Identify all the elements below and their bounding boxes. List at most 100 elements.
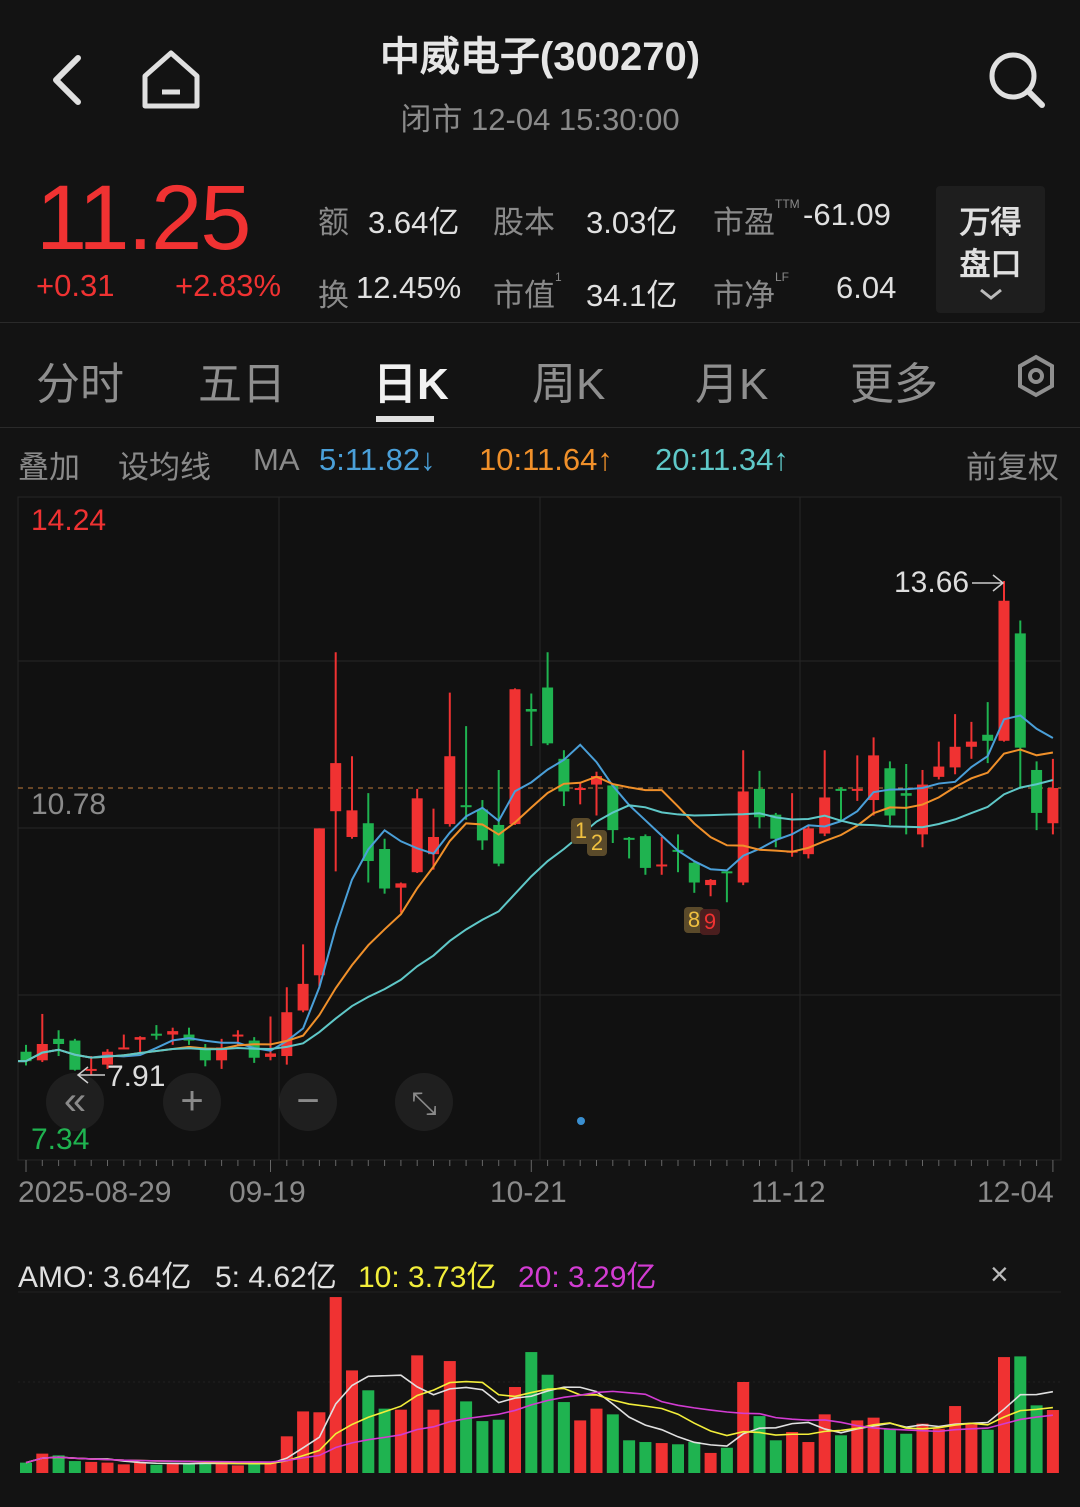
signal-badge: 9: [700, 909, 720, 935]
tab-monthly-k[interactable]: 月K: [695, 360, 769, 409]
volume-bar: [509, 1387, 521, 1473]
scroll-to-start-button[interactable]: «: [46, 1073, 104, 1131]
chevron-left-icon: [53, 55, 81, 105]
candle-body: [835, 788, 847, 791]
stat-label-pb: 市净LF: [713, 270, 789, 315]
amo-ma20: 20: 3.29亿: [518, 1261, 657, 1294]
volume-bar: [557, 1402, 570, 1473]
volume-bar: [52, 1455, 65, 1473]
price-change-pct: +2.83%: [175, 268, 282, 303]
candle-body: [705, 879, 717, 886]
volume-bar: [85, 1461, 98, 1473]
amo-value: AMO: 3.64亿: [18, 1261, 192, 1294]
search-button[interactable]: [985, 48, 1047, 110]
candle-body: [802, 828, 814, 855]
volume-bar: [117, 1464, 130, 1473]
wind-orderbook-button[interactable]: 万得 盘口: [936, 186, 1045, 313]
amo-ma10: 10: 3.73亿: [358, 1261, 497, 1294]
candle-body: [639, 836, 651, 868]
volume-bar: [297, 1411, 310, 1473]
volume-bar: [655, 1443, 668, 1473]
market-status: 闭市 12-04 15:30:00: [400, 102, 680, 137]
zoom-out-button[interactable]: −: [279, 1073, 337, 1131]
settings-hexagon-icon: [1018, 354, 1054, 398]
volume-bar: [867, 1417, 880, 1473]
close-amo-button[interactable]: ×: [990, 1256, 1009, 1293]
date-label: 09-19: [229, 1176, 306, 1209]
candle-body: [688, 862, 700, 883]
volume-bar: [427, 1409, 440, 1473]
volume-bar: [949, 1406, 962, 1473]
zoom-in-button[interactable]: +: [163, 1073, 221, 1131]
price-change: +0.31: [36, 268, 115, 303]
price-min-label: 7.34: [31, 1123, 90, 1156]
volume-bar: [769, 1440, 782, 1473]
tab-weekly-k[interactable]: 周K: [532, 360, 606, 409]
amo-ma5-line: [25, 1374, 1054, 1465]
volume-bar: [786, 1431, 799, 1473]
candle-body: [102, 1051, 113, 1065]
candle-body: [330, 763, 342, 812]
amo-ma20-line: [25, 1390, 1053, 1464]
candle-body: [868, 755, 880, 801]
tab-five-day[interactable]: 五日: [198, 360, 286, 409]
candle-body: [949, 746, 961, 768]
search-icon: [989, 52, 1045, 108]
tab-daily-k[interactable]: 日K: [373, 360, 449, 409]
stat-label-turnover: 换: [318, 278, 349, 313]
volume-bar: [802, 1442, 815, 1473]
overlay-button[interactable]: 叠加: [18, 450, 80, 485]
volume-bar: [981, 1429, 994, 1473]
chart-settings-button[interactable]: [1016, 354, 1056, 403]
ma-label: MA: [253, 442, 300, 477]
adjust-mode-button[interactable]: 前复权: [966, 450, 1059, 485]
amo-ma5: 5: 4.62亿: [215, 1261, 337, 1294]
candle-body: [965, 741, 977, 747]
volume-bar: [248, 1462, 261, 1473]
volume-bar: [231, 1465, 244, 1473]
candle-body: [574, 788, 586, 791]
candle-body: [444, 756, 456, 825]
date-label: 12-04: [977, 1176, 1054, 1209]
volume-bar: [68, 1461, 81, 1473]
stat-value-amount: 3.64亿: [368, 205, 460, 240]
volume-bar: [688, 1442, 701, 1473]
home-button[interactable]: [140, 48, 202, 110]
candle-body: [607, 785, 619, 831]
volume-bar: [704, 1452, 717, 1473]
volume-bar: [346, 1370, 358, 1473]
candle-body: [917, 784, 928, 835]
back-button[interactable]: [44, 50, 94, 110]
volume-bar: [525, 1352, 538, 1473]
stat-value-pb: 6.04: [836, 270, 897, 305]
chevron-down-icon: [979, 288, 1002, 300]
tab-more[interactable]: 更多: [850, 360, 938, 409]
candle-body: [281, 1012, 293, 1057]
candle-body: [265, 1053, 276, 1057]
volume-bar: [639, 1442, 652, 1473]
candle-body: [232, 1034, 244, 1037]
tab-intraday[interactable]: 分时: [36, 360, 124, 409]
crosshair-dot: [577, 1117, 585, 1125]
candle-body: [1031, 769, 1043, 813]
candle-body: [721, 871, 733, 874]
candle-body: [493, 824, 505, 864]
price-mid-label: 10.78: [31, 788, 107, 821]
set-ma-button[interactable]: 设均线: [118, 450, 211, 485]
volume-bar: [166, 1462, 179, 1473]
signal-badge: 2: [587, 830, 607, 856]
fullscreen-button[interactable]: ⤡: [395, 1073, 453, 1131]
volume-bar: [101, 1462, 114, 1473]
volume-bar: [362, 1390, 375, 1473]
active-tab-indicator: [376, 416, 434, 422]
volume-bar: [280, 1436, 293, 1473]
candle-body: [998, 600, 1010, 741]
high-marker-label: 13.66: [894, 566, 970, 599]
mktcap-label: 市值: [493, 278, 555, 313]
pb-label: 市净: [713, 278, 775, 313]
date-label: 10-21: [490, 1176, 567, 1209]
candle-body: [199, 1049, 211, 1061]
last-price: 11.25: [36, 167, 251, 269]
low-marker-arrow: [76, 1066, 89, 1084]
